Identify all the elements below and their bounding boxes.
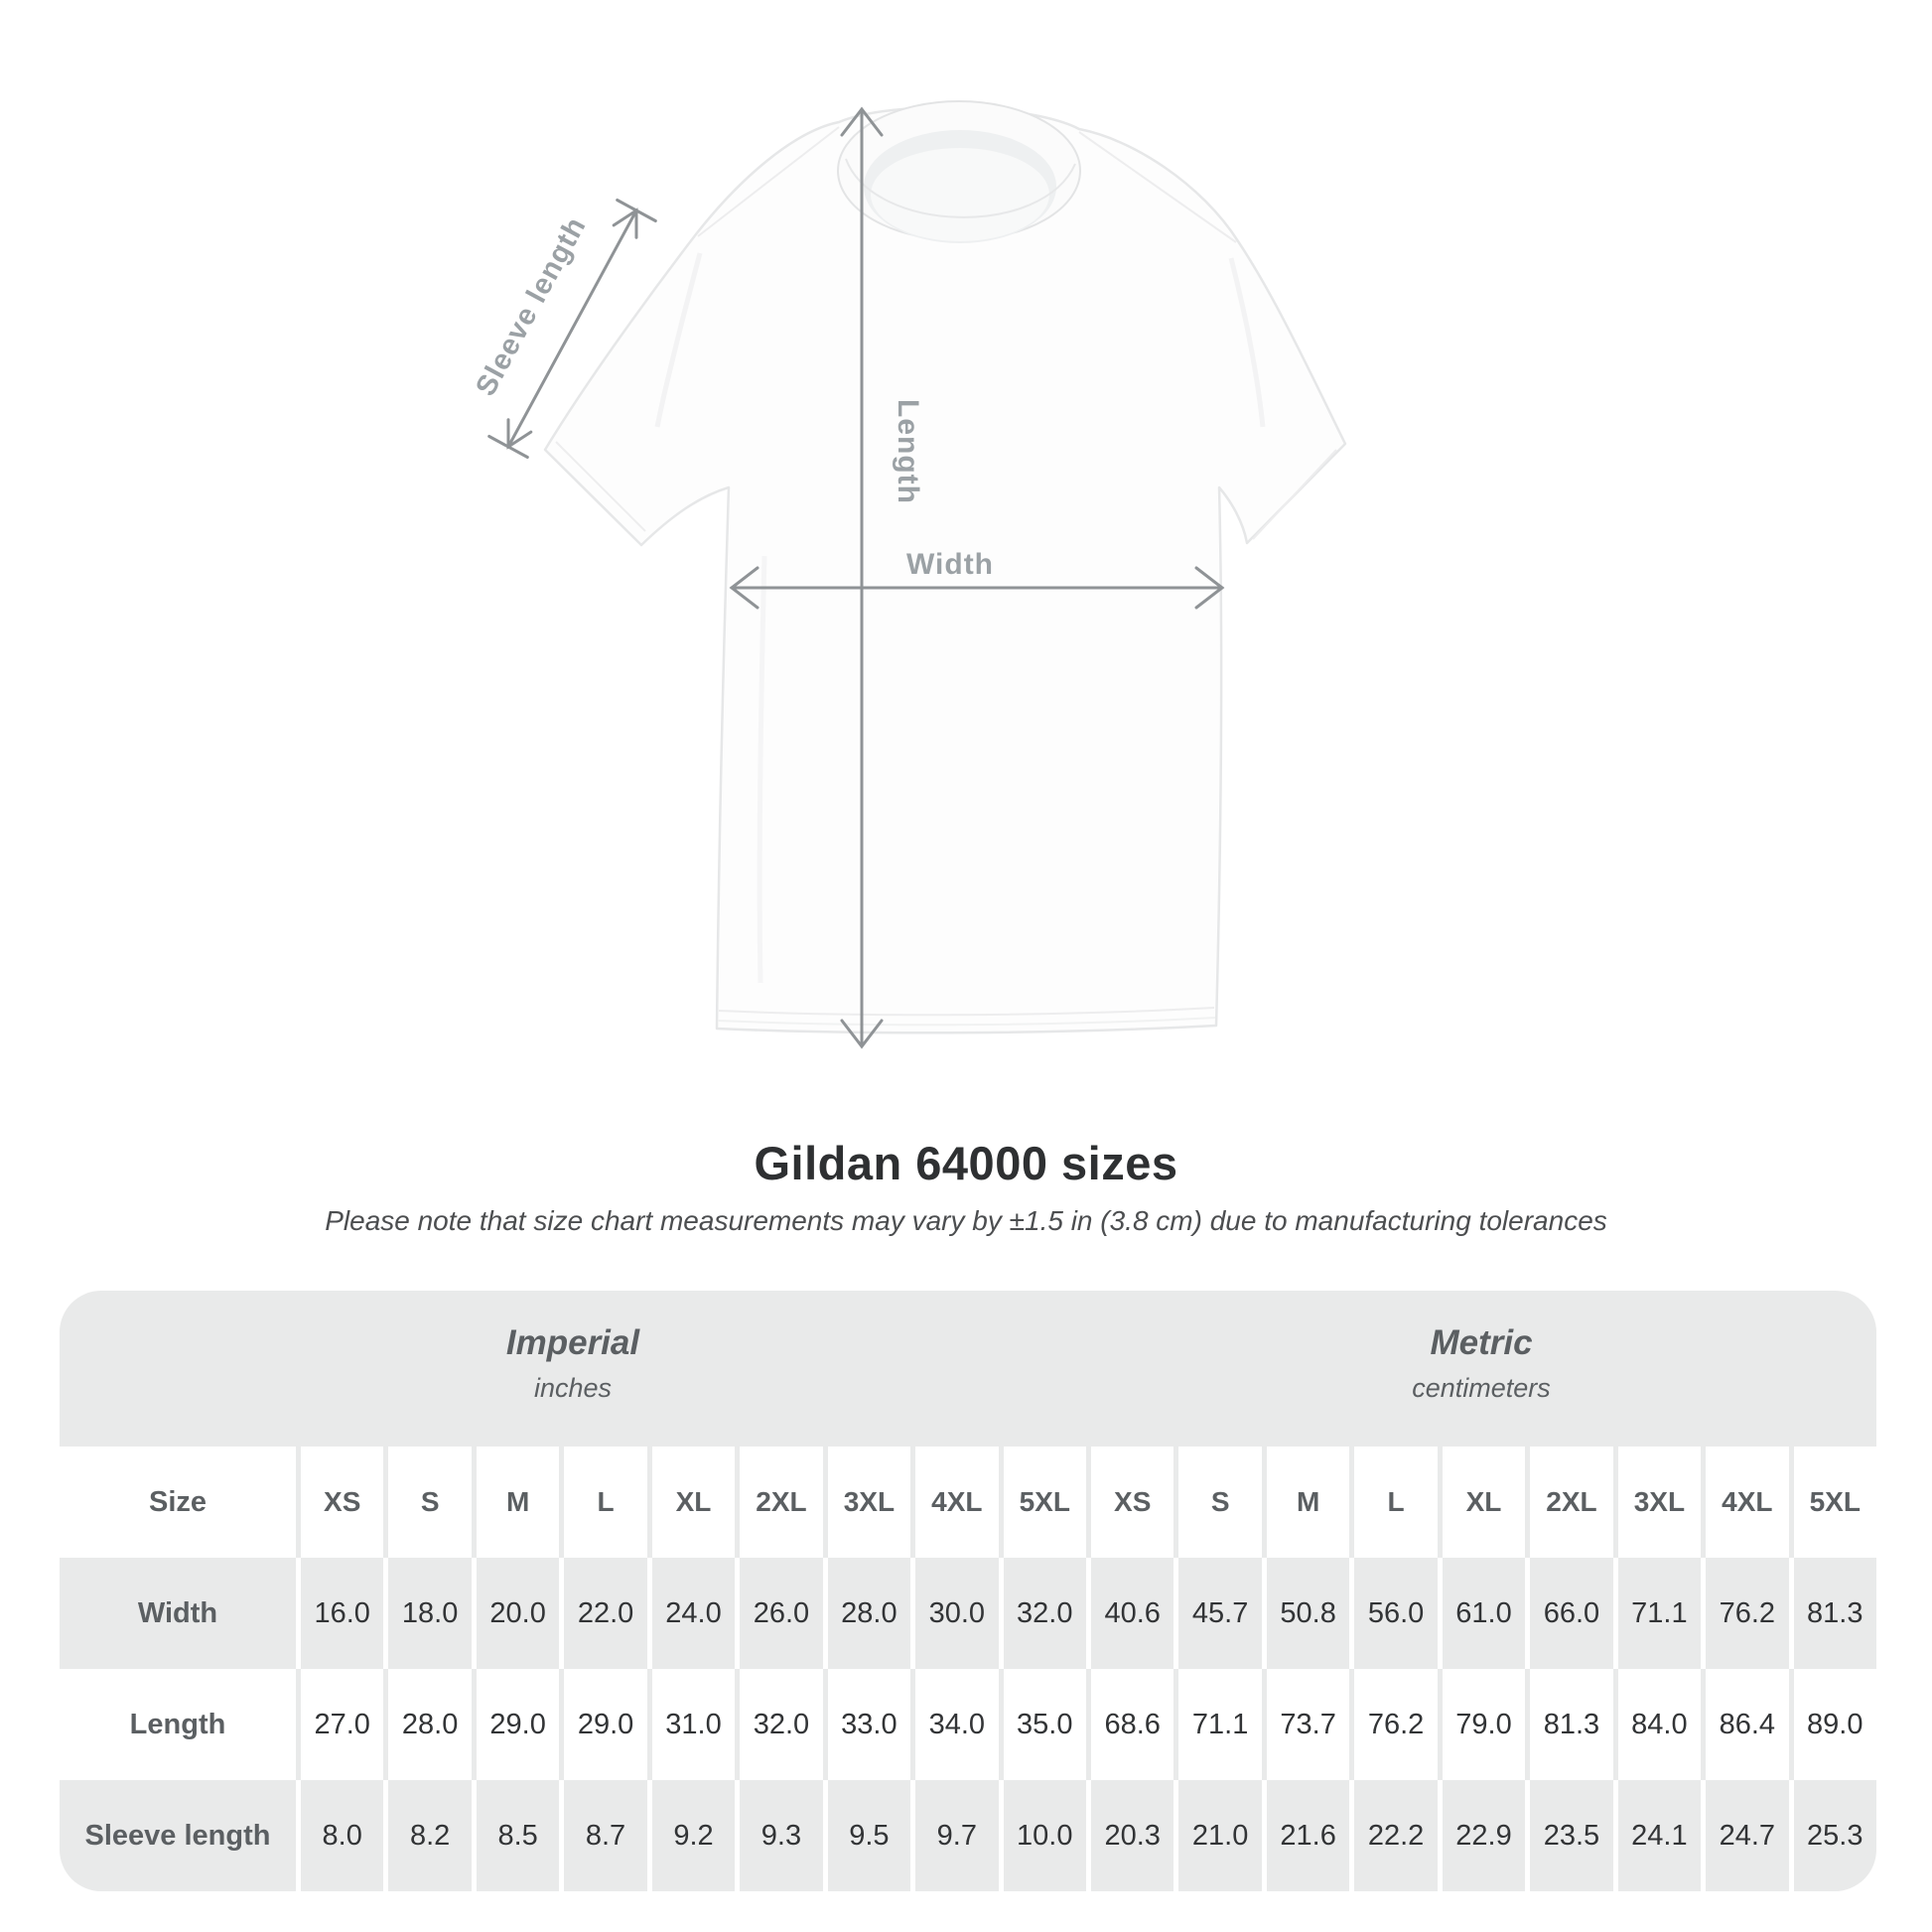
units-header-band: Imperial inches Metric centimeters <box>60 1291 1876 1447</box>
sleeve-metric-value: 22.9 <box>1442 1780 1526 1891</box>
length-imperial-value: 35.0 <box>1003 1669 1086 1780</box>
length-arrow <box>840 106 884 1049</box>
sleeve-metric-value: 24.7 <box>1706 1780 1789 1891</box>
sleeve-metric-value: 24.1 <box>1617 1780 1702 1891</box>
width-row-label: Width <box>60 1558 296 1669</box>
length-imperial-value: 32.0 <box>740 1669 823 1780</box>
width-metric-value: 61.0 <box>1442 1558 1526 1669</box>
imperial-section-header: Imperial inches <box>60 1291 1086 1447</box>
size-header-imperial-s: S <box>388 1447 472 1558</box>
sleeve-imperial-value: 8.5 <box>476 1780 560 1891</box>
size-header-metric-l: L <box>1354 1447 1438 1558</box>
width-imperial-value: 20.0 <box>476 1558 560 1669</box>
metric-label: Metric <box>1430 1323 1533 1362</box>
width-metric-value: 45.7 <box>1178 1558 1262 1669</box>
sleeve-length-row-label: Sleeve length <box>60 1780 296 1891</box>
length-metric-value: 81.3 <box>1530 1669 1613 1780</box>
length-label: Length <box>892 399 924 504</box>
size-header-imperial-l: L <box>564 1447 647 1558</box>
sleeve-imperial-value: 10.0 <box>1003 1780 1086 1891</box>
size-header-imperial-xs: XS <box>301 1447 384 1558</box>
tshirt-image <box>543 100 1347 1035</box>
sleeve-length-row: Sleeve length 8.0 8.2 8.5 8.7 9.2 9.3 9.… <box>60 1780 1876 1891</box>
length-row-label: Length <box>60 1669 296 1780</box>
imperial-label: Imperial <box>505 1323 640 1362</box>
size-header-imperial-m: M <box>476 1447 560 1558</box>
length-imperial-value: 29.0 <box>476 1669 560 1780</box>
size-header-row: Size XS S M L XL 2XL 3XL 4XL 5XL XS S M … <box>60 1447 1876 1558</box>
imperial-unit-label: inches <box>533 1373 613 1403</box>
size-header-metric-4xl: 4XL <box>1706 1447 1789 1558</box>
size-header-imperial-2xl: 2XL <box>740 1447 823 1558</box>
width-imperial-value: 32.0 <box>1003 1558 1086 1669</box>
length-metric-value: 68.6 <box>1090 1669 1174 1780</box>
width-imperial-value: 18.0 <box>388 1558 472 1669</box>
size-header-metric-xs: XS <box>1090 1447 1174 1558</box>
size-header-metric-3xl: 3XL <box>1617 1447 1702 1558</box>
length-metric-value: 76.2 <box>1354 1669 1438 1780</box>
sleeve-metric-value: 20.3 <box>1090 1780 1174 1891</box>
length-imperial-value: 27.0 <box>301 1669 384 1780</box>
length-metric-value: 89.0 <box>1793 1669 1876 1780</box>
sleeve-metric-value: 21.6 <box>1266 1780 1350 1891</box>
sleeve-metric-value: 22.2 <box>1354 1780 1438 1891</box>
page-title: Gildan 64000 sizes <box>754 1137 1178 1189</box>
width-arrow <box>729 566 1225 610</box>
length-metric-value: 71.1 <box>1178 1669 1262 1780</box>
length-metric-value: 84.0 <box>1617 1669 1702 1780</box>
length-imperial-value: 34.0 <box>915 1669 999 1780</box>
length-metric-value: 79.0 <box>1442 1669 1526 1780</box>
width-label: Width <box>906 548 994 581</box>
size-header-imperial-xl: XL <box>651 1447 736 1558</box>
sleeve-imperial-value: 8.2 <box>388 1780 472 1891</box>
sleeve-length-arrow <box>487 199 657 459</box>
metric-section-header: Metric centimeters <box>1086 1291 1876 1447</box>
size-chart-table: Imperial inches Metric centimeters Size … <box>60 1291 1876 1891</box>
width-metric-value: 76.2 <box>1706 1558 1789 1669</box>
width-metric-value: 40.6 <box>1090 1558 1174 1669</box>
size-header-imperial-3xl: 3XL <box>827 1447 911 1558</box>
size-header-metric-2xl: 2XL <box>1530 1447 1613 1558</box>
width-metric-value: 71.1 <box>1617 1558 1702 1669</box>
sleeve-imperial-value: 9.5 <box>827 1780 911 1891</box>
size-header-metric-xl: XL <box>1442 1447 1526 1558</box>
size-header-metric-m: M <box>1266 1447 1350 1558</box>
width-metric-value: 56.0 <box>1354 1558 1438 1669</box>
width-imperial-value: 16.0 <box>301 1558 384 1669</box>
size-header-metric-s: S <box>1178 1447 1262 1558</box>
tshirt-measurement-diagram: Sleeve length Length Width <box>470 100 1347 1049</box>
width-metric-value: 66.0 <box>1530 1558 1613 1669</box>
size-header-imperial-5xl: 5XL <box>1003 1447 1086 1558</box>
tolerance-note: Please note that size chart measurements… <box>325 1205 1607 1236</box>
sleeve-imperial-value: 9.3 <box>740 1780 823 1891</box>
size-header-imperial-4xl: 4XL <box>915 1447 999 1558</box>
sleeve-imperial-value: 8.0 <box>301 1780 384 1891</box>
size-header-metric-5xl: 5XL <box>1793 1447 1876 1558</box>
width-imperial-value: 22.0 <box>564 1558 647 1669</box>
sleeve-metric-value: 21.0 <box>1178 1780 1262 1891</box>
length-imperial-value: 28.0 <box>388 1669 472 1780</box>
length-imperial-value: 33.0 <box>827 1669 911 1780</box>
length-metric-value: 73.7 <box>1266 1669 1350 1780</box>
length-imperial-value: 31.0 <box>651 1669 736 1780</box>
length-metric-value: 86.4 <box>1706 1669 1789 1780</box>
sleeve-metric-value: 25.3 <box>1793 1780 1876 1891</box>
width-imperial-value: 28.0 <box>827 1558 911 1669</box>
length-row: Length 27.0 28.0 29.0 29.0 31.0 32.0 33.… <box>60 1669 1876 1780</box>
sleeve-imperial-value: 9.2 <box>651 1780 736 1891</box>
width-imperial-value: 26.0 <box>740 1558 823 1669</box>
sleeve-length-label: Sleeve length <box>470 211 593 401</box>
width-imperial-value: 30.0 <box>915 1558 999 1669</box>
sleeve-metric-value: 23.5 <box>1530 1780 1613 1891</box>
sleeve-imperial-value: 9.7 <box>915 1780 999 1891</box>
metric-unit-label: centimeters <box>1412 1373 1551 1403</box>
width-imperial-value: 24.0 <box>651 1558 736 1669</box>
width-row: Width 16.0 18.0 20.0 22.0 24.0 26.0 28.0… <box>60 1558 1876 1669</box>
sleeve-imperial-value: 8.7 <box>564 1780 647 1891</box>
length-imperial-value: 29.0 <box>564 1669 647 1780</box>
width-metric-value: 81.3 <box>1793 1558 1876 1669</box>
size-column-header: Size <box>60 1447 296 1558</box>
width-metric-value: 50.8 <box>1266 1558 1350 1669</box>
